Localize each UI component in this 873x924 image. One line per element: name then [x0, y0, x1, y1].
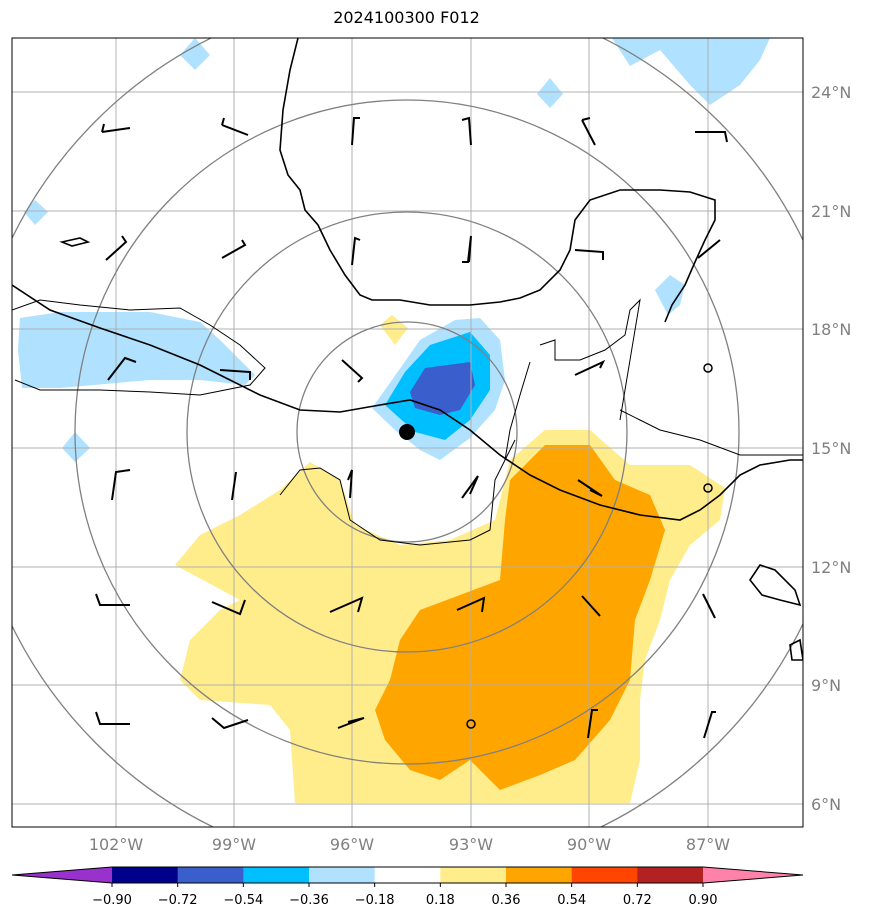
lat-label: 15°N	[811, 439, 851, 458]
calm-circles	[466, 363, 713, 729]
colorbar-tick-label: 0.36	[492, 893, 521, 908]
borders	[12, 298, 803, 546]
lat-label: 9°N	[811, 676, 841, 695]
colorbar-segment	[506, 867, 573, 883]
colorbar-tick-label: −0.18	[355, 893, 395, 908]
map-frame	[11, 37, 804, 828]
shaded-field-negative	[18, 38, 770, 462]
light-blue-diamond-1	[180, 38, 210, 70]
light-blue-region-ne	[612, 38, 770, 105]
wind-barbs	[95, 116, 728, 739]
colorbar-segment	[637, 867, 704, 883]
lat-label: 21°N	[811, 202, 851, 221]
range-rings	[12, 38, 803, 827]
colorbar-segment	[374, 867, 441, 883]
lat-label: 24°N	[811, 83, 851, 102]
lon-labels: 102°W 99°W 96°W 93°W 90°W 87°W	[89, 835, 730, 854]
colorbar-segment	[112, 867, 179, 883]
colorbar-segment	[243, 867, 310, 883]
lon-label: 102°W	[89, 835, 144, 854]
colorbar-tick-label: −0.90	[92, 893, 132, 908]
colorbar-tick-label: 0.72	[623, 893, 652, 908]
colorbar: −0.90 −0.72 −0.54 −0.36 −0.18 0.18 0.36 0.54 0.7…	[11, 866, 804, 908]
center-marker	[399, 424, 415, 440]
colorbar-tick-label: 0.18	[426, 893, 455, 908]
colorbar-segment	[177, 867, 244, 883]
lat-label: 6°N	[811, 795, 841, 814]
coastlines	[12, 38, 803, 661]
colorbar-extend-high	[703, 867, 803, 883]
lon-label: 99°W	[212, 835, 256, 854]
lon-label: 90°W	[567, 835, 611, 854]
lon-label: 87°W	[686, 835, 730, 854]
dark-blue-region-center	[410, 362, 475, 415]
map-title: 2024100300 F012	[333, 8, 480, 27]
colorbar-segment	[571, 867, 638, 883]
lat-label: 12°N	[811, 558, 851, 577]
map-area	[12, 38, 803, 827]
colorbar-extend-low	[12, 867, 112, 883]
lat-label: 18°N	[811, 320, 851, 339]
colorbar-tick-label: −0.36	[289, 893, 329, 908]
light-blue-diamond-2	[537, 78, 563, 108]
shaded-field-positive	[175, 315, 725, 803]
lon-label: 93°W	[449, 835, 493, 854]
gridlines	[12, 38, 803, 827]
lat-labels: 24°N 21°N 18°N 15°N 12°N 9°N 6°N	[811, 83, 851, 814]
light-blue-diamond-4	[62, 432, 90, 462]
orange-region	[375, 445, 665, 790]
light-blue-region-west	[18, 312, 255, 388]
light-blue-region-yucatan	[655, 275, 685, 315]
colorbar-segment	[440, 867, 507, 883]
colorbar-tick-label: −0.72	[158, 893, 198, 908]
light-yellow-spot	[380, 315, 408, 345]
lon-label: 96°W	[330, 835, 374, 854]
colorbar-tick-label: −0.54	[223, 893, 263, 908]
colorbar-segment	[309, 867, 376, 883]
light-blue-diamond-3	[24, 200, 48, 225]
colorbar-tick-label: 0.90	[689, 893, 718, 908]
colorbar-tick-label: 0.54	[557, 893, 586, 908]
